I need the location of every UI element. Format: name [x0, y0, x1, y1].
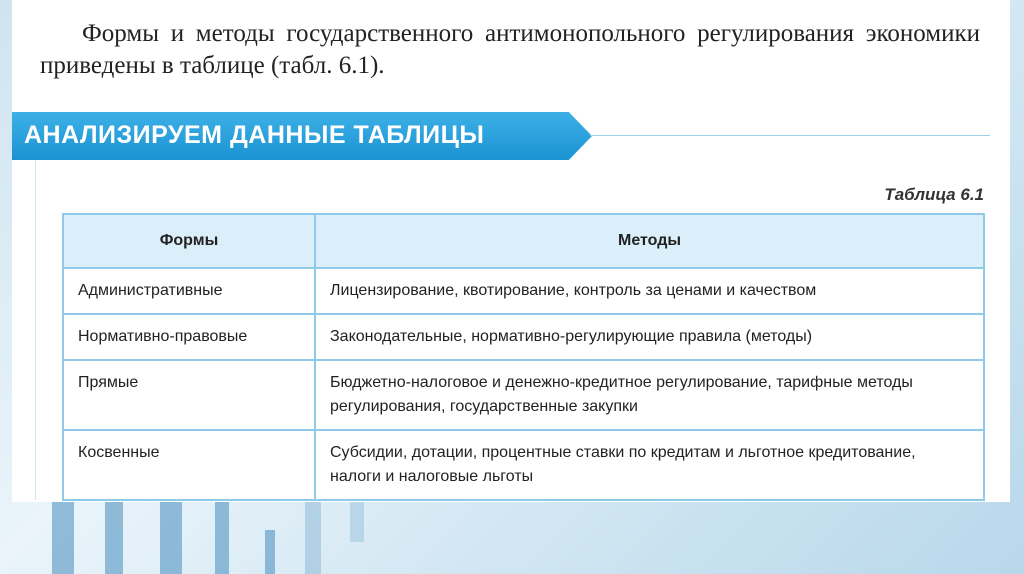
- table-row: Нормативно-правовые Законодательные, нор…: [62, 313, 985, 361]
- header-methods: Методы: [314, 213, 985, 269]
- methods-cell: Законодательные, нормативно-регулирующие…: [314, 313, 985, 361]
- table-caption: Таблица 6.1: [884, 185, 984, 204]
- methods-table: Формы Методы Административные Лицензиров…: [62, 213, 985, 501]
- section-banner: АНАЛИЗИРУЕМ ДАННЫЕ ТАБЛИЦЫ: [12, 112, 592, 160]
- intro-paragraph: Формы и методы государственного антимоно…: [40, 20, 980, 79]
- table-row: Прямые Бюджетно-налоговое и денежно-кред…: [62, 359, 985, 431]
- methods-cell: Субсидии, дотации, процентные ставки по …: [314, 429, 985, 501]
- form-cell: Прямые: [62, 359, 316, 431]
- form-cell: Нормативно-правовые: [62, 313, 316, 361]
- table-header-row: Формы Методы: [62, 213, 985, 269]
- form-cell: Административные: [62, 267, 316, 315]
- table-row: Административные Лицензирование, квотиро…: [62, 267, 985, 315]
- table-row: Косвенные Субсидии, дотации, процентные …: [62, 429, 985, 501]
- methods-cell: Бюджетно-налоговое и денежно-кредитное р…: [314, 359, 985, 431]
- banner-title: АНАЛИЗИРУЕМ ДАННЫЕ ТАБЛИЦЫ: [24, 121, 485, 149]
- header-forms: Формы: [62, 213, 316, 269]
- divider: [35, 160, 36, 500]
- divider: [590, 135, 990, 136]
- methods-cell: Лицензирование, квотирование, контроль з…: [314, 267, 985, 315]
- form-cell: Косвенные: [62, 429, 316, 501]
